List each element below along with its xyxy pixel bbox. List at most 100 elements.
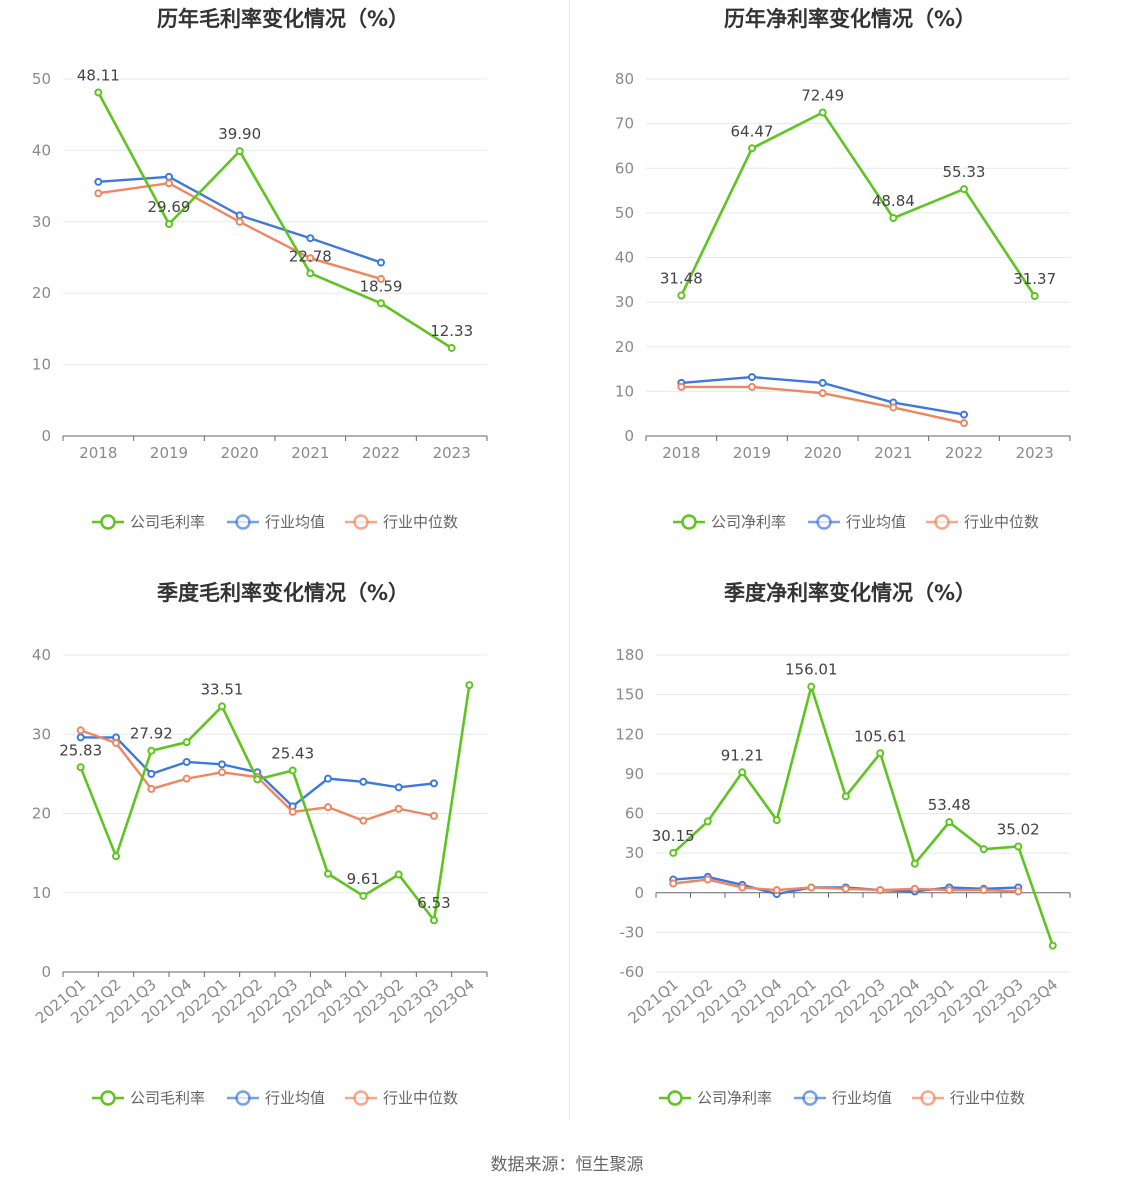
data-point-company xyxy=(76,763,85,772)
data-point-median xyxy=(324,803,332,812)
y-tick-label: 50 xyxy=(615,204,634,222)
legend-label-avg: 行业均值 xyxy=(265,1089,325,1107)
y-tick-label: 180 xyxy=(615,646,644,664)
data-point-company xyxy=(748,144,756,153)
x-tick-label: 2018 xyxy=(662,444,700,462)
data-label: 48.84 xyxy=(872,192,915,210)
data-label: 48.11 xyxy=(77,66,120,84)
data-point-company xyxy=(960,185,968,194)
data-point-company xyxy=(253,775,262,784)
y-tick-label: 10 xyxy=(32,884,51,902)
data-point-avg xyxy=(324,774,332,783)
y-tick-label: 0 xyxy=(41,963,51,981)
data-label: 39.90 xyxy=(218,125,261,143)
data-point-median xyxy=(841,884,850,893)
legend-label-company: 公司毛利率 xyxy=(130,513,205,531)
data-point-company xyxy=(430,916,438,925)
data-label: 27.92 xyxy=(130,725,173,743)
data-point-median xyxy=(377,274,385,283)
data-point-avg xyxy=(182,757,191,766)
legend-label-avg: 行业均值 xyxy=(265,513,325,531)
x-tick-label: 2022 xyxy=(362,444,400,462)
data-point-median xyxy=(807,883,816,892)
y-tick-label: 40 xyxy=(32,646,51,664)
y-tick-label: 60 xyxy=(615,159,634,177)
chart-panel-annual-gross-margin: 历年毛利率变化情况（%） 0 10 20 30 40 50 2018 2019 2020 2021 2… xyxy=(0,0,567,574)
y-tick-label: 0 xyxy=(624,427,634,445)
data-point-avg xyxy=(748,373,756,382)
data-point-median xyxy=(945,886,954,895)
chart-panel-annual-net-margin: 历年净利率变化情况（%） 0 10 20 30 40 50 60 70 80 2018 2019 202… xyxy=(567,0,1134,574)
y-tick-label: 0 xyxy=(634,884,644,902)
data-point-median xyxy=(76,726,85,735)
y-tick-label: 0 xyxy=(41,427,51,445)
data-point-company xyxy=(876,749,885,758)
series-line-company xyxy=(97,91,453,350)
data-point-company xyxy=(807,682,816,691)
panel-divider xyxy=(569,0,570,1120)
legend-label-median: 行业中位数 xyxy=(964,513,1039,531)
x-tick-label: 2023 xyxy=(1016,444,1054,462)
data-point-avg xyxy=(960,410,968,419)
data-point-avg xyxy=(377,258,385,267)
y-tick-label: -60 xyxy=(620,963,645,981)
data-point-company xyxy=(147,746,156,755)
legend-label-company: 公司净利率 xyxy=(711,513,786,531)
data-label: 31.37 xyxy=(1013,270,1056,288)
y-tick-label: 30 xyxy=(32,213,51,231)
x-tick-label: 2022 xyxy=(945,444,983,462)
data-label: 55.33 xyxy=(943,163,986,181)
legend-marker-company xyxy=(667,1090,683,1106)
legend-marker-avg xyxy=(235,1090,251,1106)
data-point-median xyxy=(394,804,403,813)
data-point-median xyxy=(669,879,678,888)
x-tick-label: 2018 xyxy=(79,444,117,462)
data-point-avg xyxy=(235,211,244,220)
series-line-company xyxy=(680,111,1036,297)
data-point-median xyxy=(889,403,898,412)
legend-marker-median xyxy=(934,514,950,530)
data-point-median xyxy=(818,389,827,398)
data-point-company xyxy=(703,817,712,826)
data-point-median xyxy=(359,816,368,825)
chart-title: 季度毛利率变化情况（%） xyxy=(157,581,409,605)
chart-svg-1: 历年净利率变化情况（%） 0 10 20 30 40 50 60 70 80 2018 2019 202… xyxy=(615,7,1071,531)
y-tick-label: 70 xyxy=(615,115,634,133)
data-point-avg xyxy=(394,783,403,792)
data-label: 64.47 xyxy=(731,122,774,140)
data-point-company xyxy=(182,738,191,747)
data-point-avg xyxy=(76,733,85,742)
data-point-avg xyxy=(818,378,827,387)
chart-title: 历年净利率变化情况（%） xyxy=(724,7,976,31)
data-point-company xyxy=(112,852,120,861)
chart-svg-3: 季度净利率变化情况（%）-60-3003060901201501802021Q1… xyxy=(615,581,1071,1107)
y-tick-label: 150 xyxy=(615,686,644,704)
data-point-median xyxy=(748,382,756,391)
data-point-median xyxy=(430,811,438,820)
x-tick-label: 2019 xyxy=(150,444,188,462)
data-point-company xyxy=(979,845,988,854)
data-point-company xyxy=(1048,941,1057,950)
data-point-company xyxy=(377,299,385,308)
data-label: 30.15 xyxy=(652,827,695,845)
data-point-median xyxy=(960,419,968,428)
data-point-median xyxy=(182,774,191,783)
data-point-median xyxy=(112,738,120,747)
y-tick-label: 40 xyxy=(615,249,634,267)
data-label: 105.61 xyxy=(854,727,907,745)
chart-svg-0: 历年毛利率变化情况（%） 0 10 20 30 40 50 2018 2019 2020 2021 2… xyxy=(32,7,488,531)
data-label: 9.61 xyxy=(347,870,380,888)
x-tick-label: 2021 xyxy=(874,444,912,462)
x-tick-label: 2021 xyxy=(291,444,329,462)
data-point-company xyxy=(394,870,403,879)
data-point-company xyxy=(165,220,173,229)
data-point-median xyxy=(94,189,103,198)
y-tick-label: 60 xyxy=(625,805,644,823)
data-point-median xyxy=(147,784,156,793)
legend-marker-median xyxy=(353,1090,369,1106)
legend-marker-avg xyxy=(802,1090,818,1106)
chart-svg-2: 季度毛利率变化情况（%）0102030402021Q12021Q22021Q32… xyxy=(32,581,488,1107)
y-tick-label: 40 xyxy=(32,141,51,159)
data-point-company xyxy=(359,891,368,900)
data-point-company xyxy=(818,108,827,117)
